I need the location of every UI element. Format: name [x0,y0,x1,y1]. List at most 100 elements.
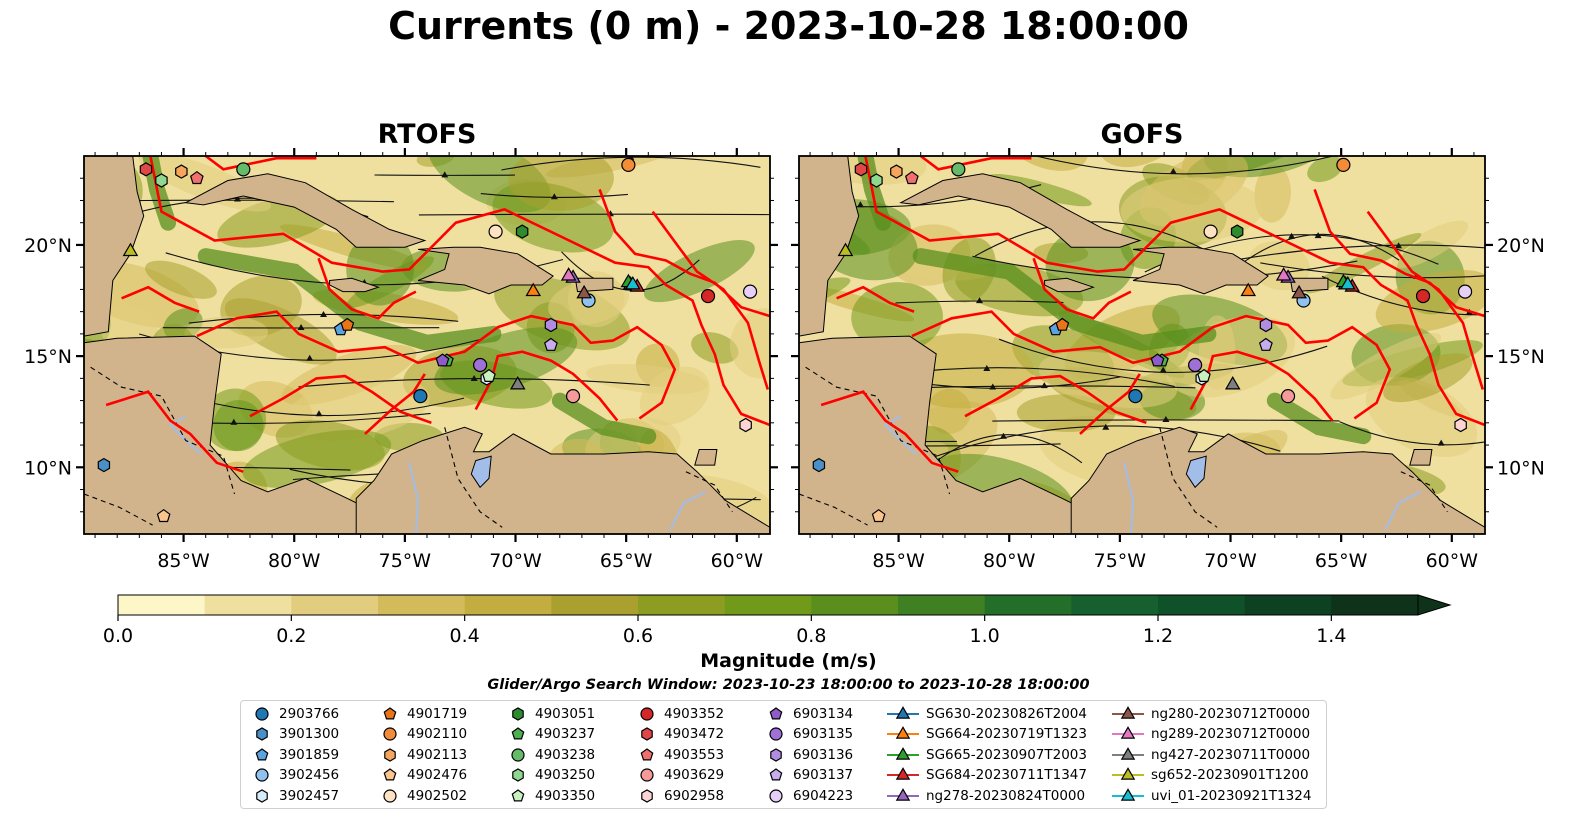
platform-6903136 [544,317,558,333]
magnitude-patch [1383,353,1473,403]
country-border [1400,471,1448,513]
legend-marker [512,768,524,782]
land [184,173,427,248]
argo-float-icon [512,768,524,782]
colorbar-segment [378,595,466,615]
legend-label: 3902457 [279,787,340,804]
magnitude-patch [275,419,385,471]
platform-4903350 [482,368,496,382]
platform-6903134 [1150,353,1165,367]
platform-2903766 [1128,389,1143,404]
platform-4903472 [854,162,868,177]
legend-marker [384,748,396,762]
platform-4903250 [155,173,168,188]
lat-tick-label: 15°N [24,346,72,368]
land [1409,449,1433,466]
legend-item: SG684-20230711T1347 [886,765,1087,785]
eez-boundary [121,285,200,313]
magnitude-patch [1307,156,1344,183]
streamline-arrow [857,201,864,208]
legend-label: 4902113 [407,746,468,763]
magnitude-patch [312,288,459,325]
legend-item: 4901719 [379,704,467,724]
legend-item: 4902476 [379,765,467,785]
legend-label: 4903237 [535,726,596,743]
legend-label: 2903766 [279,706,340,722]
legend-label: ng280-20230712T0000 [1151,706,1311,722]
magnitude-patch [585,363,708,395]
legend-marker [895,787,911,801]
lon-tick-label: 75°W [1094,550,1147,572]
country-border [685,471,733,513]
legend-item: ng280-20230712T0000 [1111,704,1310,724]
legend-item: 3901859 [251,745,339,765]
colorbar-segment [811,595,899,615]
platform-6903137 [543,337,558,351]
lon-tick-label: 80°W [268,550,321,572]
eez-boundary [651,210,770,390]
glider-track-icon [1112,706,1144,719]
magnitude-patch [145,260,217,299]
argo-float-icon [511,788,525,802]
legend-marker [383,707,397,720]
platform-sg652-20230901T1200 [837,242,854,257]
legend-item: 4902113 [379,745,467,765]
eez-boundary [196,310,677,420]
colorbar-tick-label: 0.4 [450,625,480,647]
legend-label: SG630-20230826T2004 [926,706,1087,722]
legend-item: 6903136 [765,745,853,765]
streamline-arrow [1395,242,1402,249]
platform-3901300 [812,457,826,473]
argo-float-icon [255,768,269,782]
platform-4903238 [236,162,251,177]
legend-label: 4903472 [664,726,725,743]
legend-marker [1120,787,1136,801]
colorbar-segment [1071,595,1159,615]
eez-boundary [149,156,770,427]
magnitude-patch [184,316,269,349]
eez-boundary [317,257,417,320]
country-border [90,366,236,495]
legend-marker [769,707,783,720]
strong-current-band [912,248,1217,351]
legend-marker [511,748,525,762]
platform-uvi_01-20230921T1324 [1339,276,1356,290]
legend-label: 3901300 [279,726,340,743]
platform-4902502 [1203,224,1218,239]
colorbar-tick-label: 1.0 [970,625,1000,647]
streamline-arrow [320,311,327,317]
argo-float-icon [383,788,397,803]
legend-label: ng427-20230711T0000 [1151,746,1311,763]
argo-float-icon [511,727,525,740]
platform-4902110 [621,157,636,172]
legend-marker [1120,706,1136,719]
legend-label: sg652-20230901T1200 [1151,767,1309,784]
platform-4903250 [870,173,883,188]
colorbar-segment [984,595,1072,615]
legend-marker [512,707,524,721]
legend-marker [383,788,397,803]
argo-float-icon [641,727,653,742]
legend-item: 4903472 [636,724,724,744]
lon-tick-label: 60°W [1426,550,1479,572]
platform-SG664-20230719T1323 [1240,282,1257,297]
legend-label: 4902502 [407,787,468,804]
streamline-arrow [1102,423,1110,430]
eez-boundary [820,390,959,473]
streamline-arrow [983,365,991,371]
strong-current-band [551,392,657,445]
eez-boundary [105,390,244,473]
argo-float-icon [383,727,397,741]
legend-item: 4903051 [507,704,595,724]
streamline-arrow [976,297,983,304]
legend-marker [770,748,782,762]
legend-item: 6904223 [765,786,853,806]
platform-6902958 [1454,417,1467,433]
legend-marker [1120,746,1136,760]
lat-tick-label: 20°N [1497,235,1545,257]
legend-item: 4903352 [636,704,724,724]
colorbar-segment [118,595,206,615]
lake-maracaibo [1185,455,1207,489]
lon-tick-label: 65°W [600,550,653,572]
legend-label: SG684-20230711T1347 [926,767,1087,784]
